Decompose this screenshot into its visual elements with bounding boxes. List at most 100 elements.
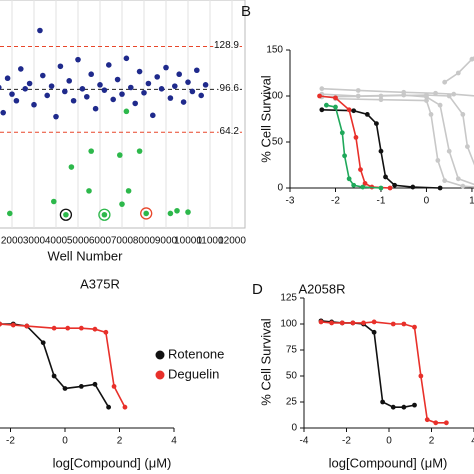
highlight-ring (98, 208, 111, 221)
y-tick-label: 75 (286, 345, 298, 356)
well-point (88, 148, 94, 154)
well-point (13, 97, 20, 104)
well-point (18, 66, 24, 72)
well-point (123, 108, 130, 115)
y-tick-label: 50 (286, 371, 298, 382)
well-point (37, 27, 43, 34)
data-point (435, 158, 441, 163)
data-point (122, 404, 128, 410)
well-point (84, 93, 90, 100)
well-point (48, 83, 55, 89)
well-point (0, 84, 2, 91)
data-point (412, 324, 417, 330)
legend-marker (155, 350, 165, 360)
data-point (451, 91, 457, 97)
data-point (401, 321, 407, 327)
well-point (128, 84, 134, 91)
data-point (111, 384, 117, 389)
well-point (158, 86, 165, 92)
data-point (383, 174, 388, 180)
well-point (167, 95, 174, 101)
data-point (380, 399, 386, 405)
x-tick-label: 1 (469, 196, 474, 207)
data-point (351, 182, 357, 188)
data-point (371, 319, 377, 325)
highlight-ring (59, 208, 73, 221)
data-point (339, 320, 345, 326)
data-point (351, 108, 357, 114)
data-point (374, 121, 379, 126)
reference-label: 128.9 (214, 40, 239, 51)
data-point (442, 79, 448, 85)
well-point (101, 87, 108, 93)
well-point (174, 207, 180, 214)
reference-label: 96.6 (220, 83, 240, 94)
well-point (119, 201, 125, 207)
data-point (378, 93, 384, 99)
chart-title: A375R (80, 276, 120, 291)
data-point (446, 148, 452, 154)
y-tick-label: 150 (266, 45, 283, 56)
x-tick-label: -3 (286, 196, 295, 207)
well-point (68, 164, 75, 170)
y-tick-label: 50 (272, 137, 284, 148)
data-point (319, 86, 325, 92)
data-point (317, 93, 322, 99)
data-point (339, 130, 345, 136)
well-point (180, 99, 187, 105)
data-point (387, 185, 393, 191)
well-point (75, 56, 81, 63)
data-point (437, 185, 443, 191)
well-point (163, 64, 169, 71)
y-tick-label: 100 (266, 91, 283, 102)
x-tick-label: 2 (429, 436, 435, 447)
data-point (106, 404, 111, 410)
well-point (114, 76, 121, 83)
legend-label: Deguelin (168, 366, 219, 381)
well-point (202, 82, 209, 88)
well-point (101, 211, 108, 218)
well-point (185, 79, 191, 85)
x-tick-label: 4 (171, 436, 177, 447)
well-point (176, 71, 182, 78)
well-point (22, 86, 29, 92)
well-point (66, 78, 72, 84)
x-tick-label: 12000 (218, 236, 246, 247)
x-axis-label: Well Number (48, 248, 124, 263)
data-point (390, 404, 396, 410)
well-point (132, 100, 138, 107)
legend-marker (155, 370, 165, 380)
data-point (353, 135, 359, 140)
data-point (329, 320, 335, 326)
data-point (433, 420, 439, 426)
curve (321, 93, 474, 186)
reference-label: 64.2 (220, 126, 240, 137)
well-point (198, 92, 204, 99)
well-point (86, 188, 92, 194)
x-tick-label: 9000 (155, 236, 178, 247)
well-point (136, 148, 143, 154)
well-point (110, 96, 116, 103)
data-point (437, 102, 443, 108)
well-point (51, 198, 57, 205)
data-point (378, 185, 384, 191)
curve (321, 87, 474, 97)
well-point (92, 105, 99, 112)
data-point (433, 90, 438, 96)
data-point (51, 373, 57, 379)
x-tick-label: 3000 (23, 236, 46, 247)
legend-label: Rotenone (168, 346, 224, 361)
x-tick-label: -2 (6, 436, 15, 447)
x-tick-label: -2 (331, 196, 340, 207)
well-point (172, 83, 178, 89)
well-point (97, 82, 103, 88)
data-point (465, 144, 470, 150)
data-point (65, 325, 71, 331)
curve (444, 55, 474, 83)
curve (320, 321, 447, 424)
x-tick-label: 6000 (89, 236, 112, 247)
panel-label: B (241, 3, 251, 20)
data-point (424, 98, 429, 103)
data-point (333, 104, 338, 110)
data-point (446, 93, 452, 99)
